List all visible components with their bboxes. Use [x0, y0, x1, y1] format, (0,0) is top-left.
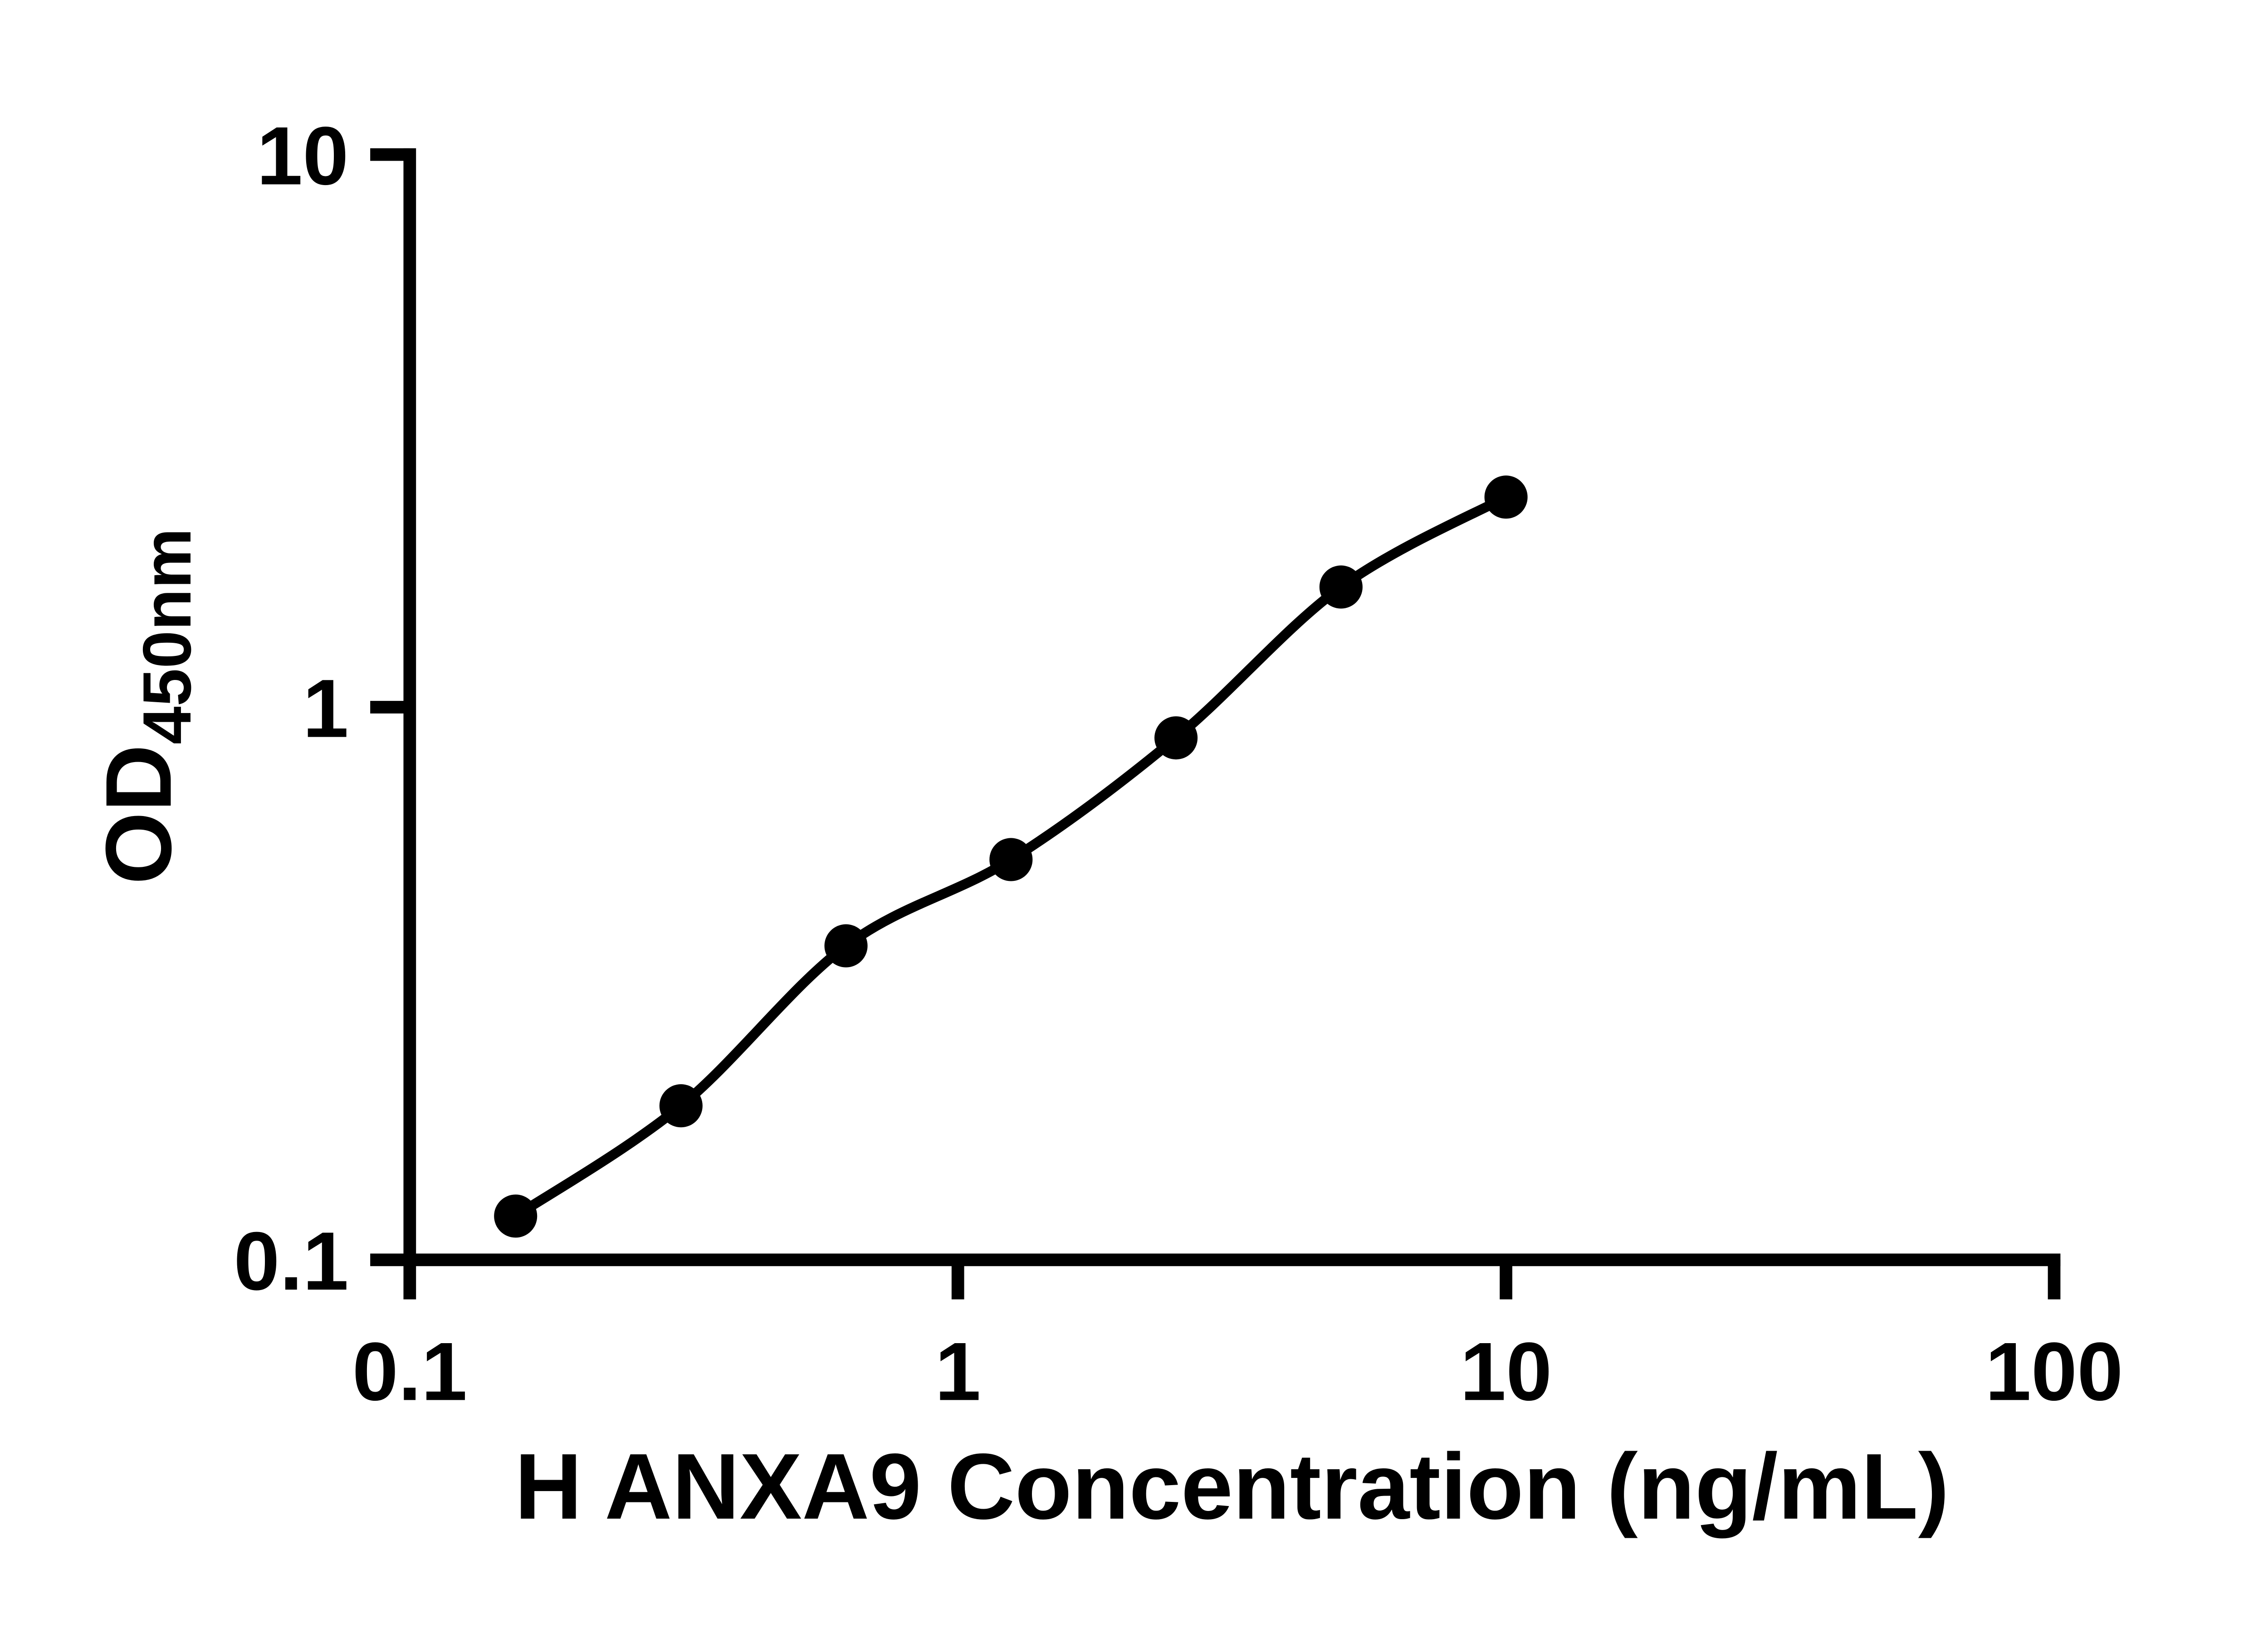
- x-tick-label: 0.1: [352, 1325, 467, 1418]
- data-point: [1484, 475, 1528, 519]
- x-tick-label: 1: [935, 1325, 981, 1418]
- x-tick-label: 100: [1985, 1325, 2123, 1418]
- axes-spines: [403, 148, 2061, 1266]
- data-point: [1154, 716, 1198, 760]
- x-axis: 0.1 1 10 100: [352, 1260, 2123, 1418]
- data-point: [824, 924, 868, 968]
- y-axis-title: OD450nm: [86, 528, 205, 885]
- data-points: [494, 475, 1528, 1238]
- x-axis-title: H ANXA9 Concentration (ng/mL): [515, 1434, 1950, 1539]
- data-point: [1319, 565, 1363, 609]
- y-tick-label: 10: [257, 109, 349, 202]
- y-tick-label: 1: [303, 662, 348, 755]
- y-tick-label: 0.1: [234, 1215, 348, 1307]
- y-axis: 0.1 1 10: [234, 109, 410, 1307]
- x-tick-label: 10: [1460, 1325, 1552, 1418]
- data-point: [494, 1194, 538, 1238]
- data-point: [659, 1084, 703, 1128]
- data-point: [989, 838, 1033, 881]
